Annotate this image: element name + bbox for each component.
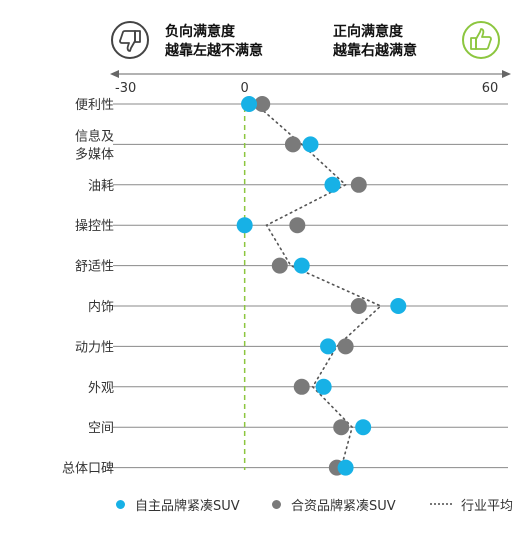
x-axis-arrow-right <box>502 70 511 78</box>
legend-average-marker <box>430 503 452 505</box>
category-label: 油耗 <box>88 179 114 194</box>
joint-brand-point <box>337 338 354 355</box>
negative-satisfaction-subtitle: 越靠左越不满意 <box>165 43 263 59</box>
positive-satisfaction-title: 正向满意度 <box>333 24 403 40</box>
category-label: 总体口碑 <box>62 461 114 477</box>
category-label: 便利性 <box>75 98 114 113</box>
domestic-brand-point <box>241 96 258 112</box>
domestic-brand-point <box>315 378 332 395</box>
legend: 自主品牌紧凑SUV 合资品牌紧凑SUV 行业平均 <box>0 492 530 516</box>
joint-brand-point <box>350 176 367 193</box>
thumbs-up-icon <box>461 20 501 60</box>
domestic-brand-point <box>324 176 341 193</box>
joint-brand-point <box>350 298 367 314</box>
joint-brand-point <box>254 96 271 112</box>
negative-satisfaction-title: 负向满意度 <box>165 24 235 40</box>
legend-domestic-label: 自主品牌紧凑SUV <box>135 498 240 514</box>
category-label: 动力性 <box>75 340 114 355</box>
category-label: 操控性 <box>75 218 114 234</box>
x-tick-label: -30 <box>115 81 136 96</box>
joint-brand-point <box>284 136 301 153</box>
domestic-brand-point <box>293 257 310 274</box>
legend-item-average: 行业平均 <box>430 492 513 516</box>
legend-joint-label: 合资品牌紧凑SUV <box>291 498 396 514</box>
category-label: 舒适性 <box>75 260 114 275</box>
legend-domestic-marker <box>116 499 125 509</box>
category-label: 外观 <box>88 381 114 396</box>
x-tick-label: 60 <box>482 81 499 96</box>
x-tick-label: 0 <box>241 81 249 96</box>
legend-item-joint: 合资品牌紧凑SUV <box>272 492 396 516</box>
category-label: 内饰 <box>88 299 114 315</box>
positive-satisfaction-subtitle: 越靠右越满意 <box>333 43 417 59</box>
legend-item-domestic: 自主品牌紧凑SUV <box>116 492 240 516</box>
domestic-brand-point <box>355 419 372 436</box>
domestic-brand-point <box>302 136 319 153</box>
joint-brand-point <box>271 257 288 274</box>
category-label-line: 信息及 <box>75 128 114 144</box>
domestic-brand-point <box>236 217 253 234</box>
category-label-line: 多媒体 <box>75 146 114 162</box>
joint-brand-point <box>293 378 310 395</box>
legend-joint-marker <box>272 499 281 509</box>
industry-average-line <box>254 103 383 469</box>
category-label: 信息及多媒体 <box>75 128 114 162</box>
domestic-brand-point <box>320 338 337 355</box>
category-label: 空间 <box>88 421 114 436</box>
legend-average-label: 行业平均 <box>461 498 514 514</box>
domestic-brand-point <box>337 459 354 476</box>
domestic-brand-point <box>390 298 407 314</box>
x-axis-arrow-left <box>110 70 119 78</box>
thumbs-down-icon <box>110 20 150 60</box>
joint-brand-point <box>289 217 306 234</box>
joint-brand-point <box>333 419 350 436</box>
